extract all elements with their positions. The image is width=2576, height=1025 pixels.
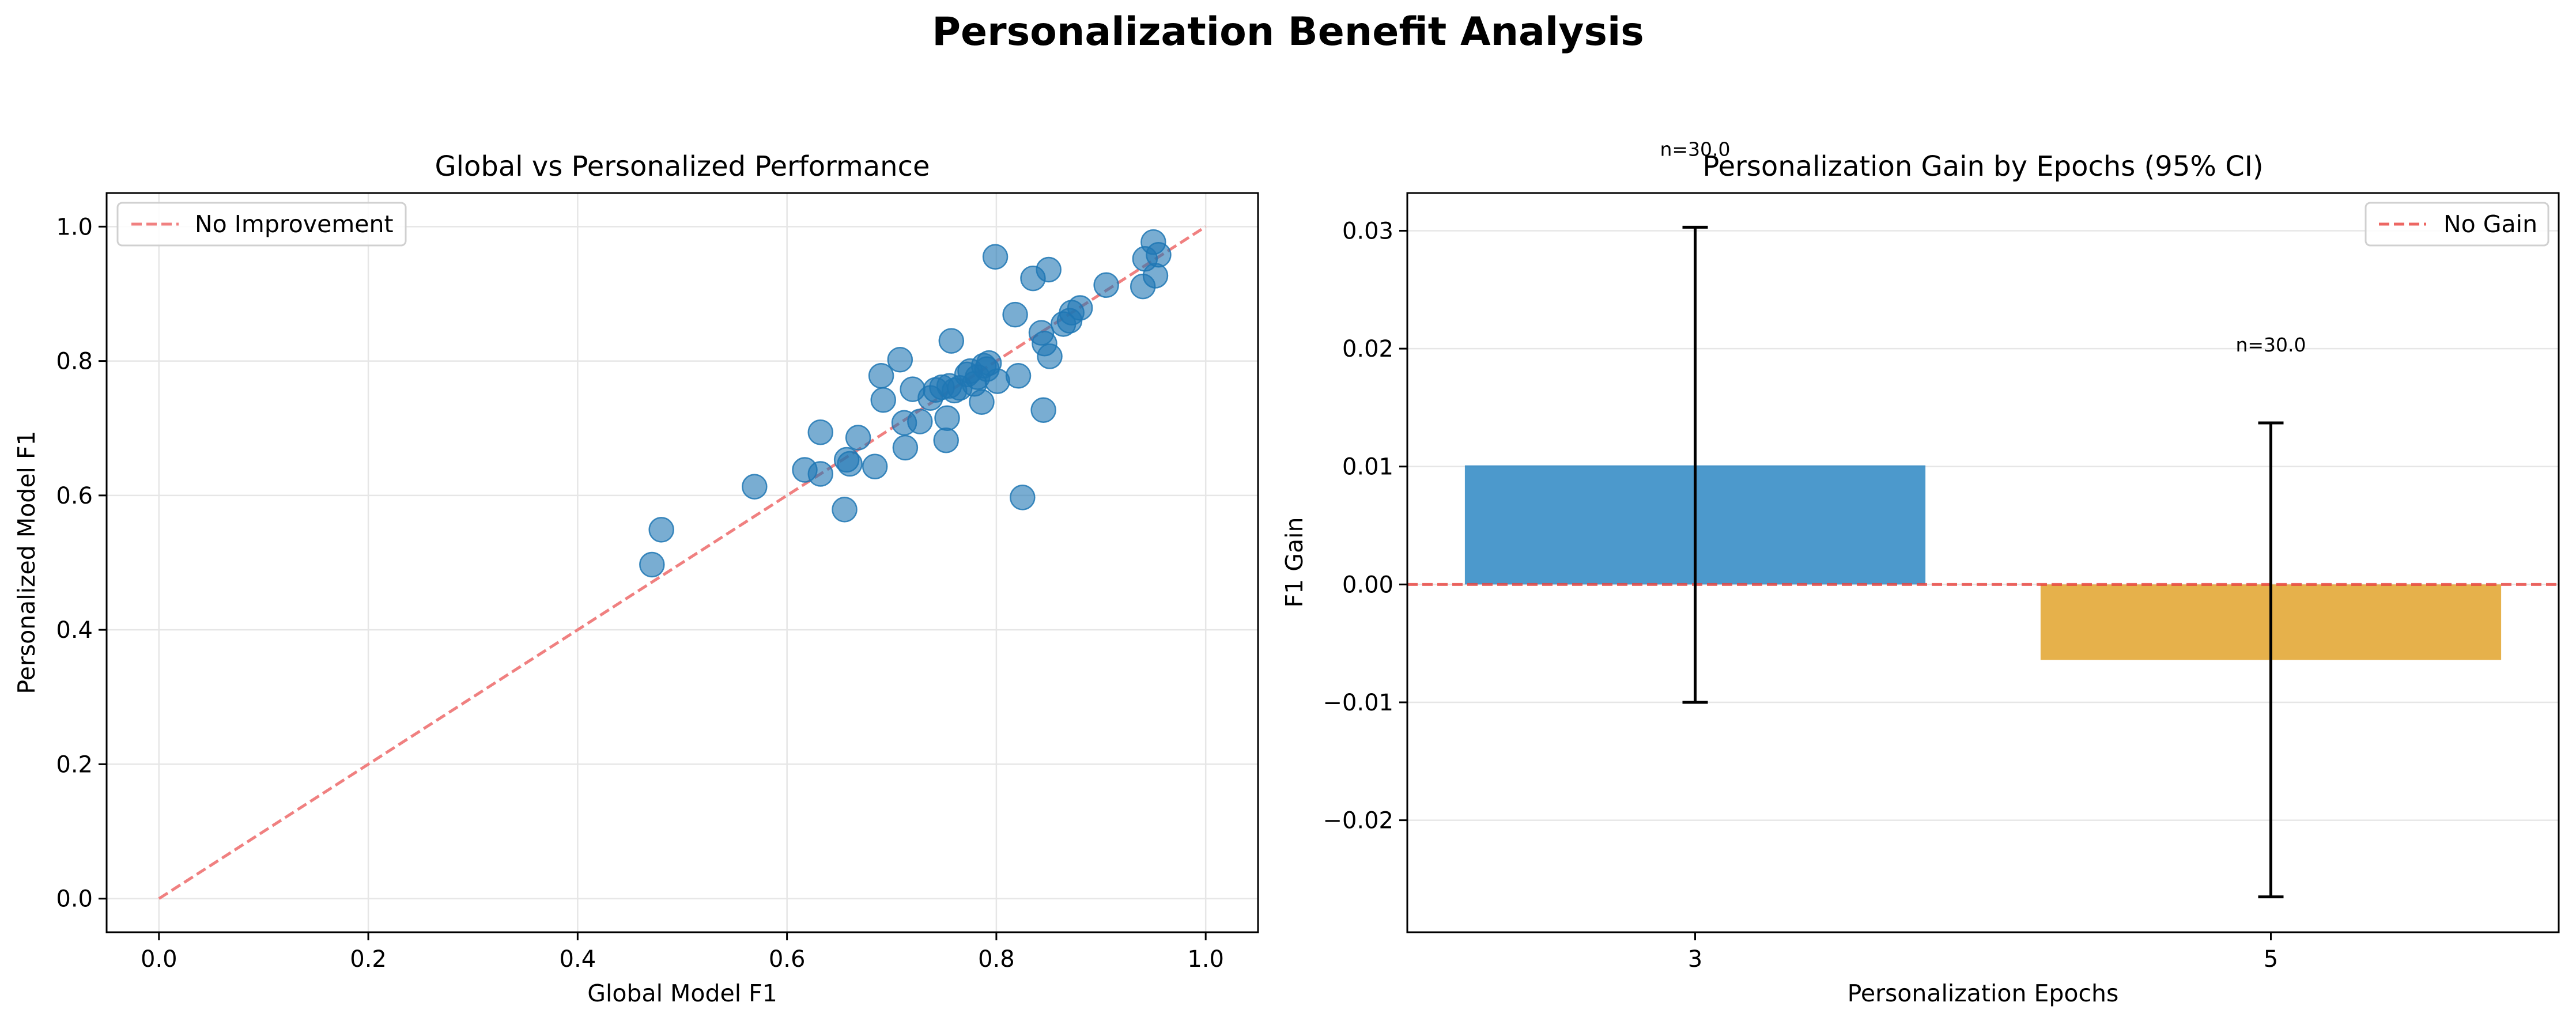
x-tick-label: 1.0 [1187,946,1224,973]
scatter-x-ticks: 0.0 0.2 0.4 0.6 0.8 1.0 [141,932,1224,973]
scatter-point [862,453,888,479]
x-tick-label: 0.4 [560,946,596,973]
bar-axes-frame [1406,192,2560,933]
scatter-point [1093,272,1119,298]
bars [1464,465,2502,660]
scatter-point [868,363,894,389]
scatter-legend: No Improvement [116,202,407,247]
y-tick-label: 0.6 [56,483,93,509]
y-tick-label: 1.0 [56,214,93,240]
scatter-point [742,474,768,500]
bar-title: Personalization Gain by Epochs (95% CI) [1702,150,2263,183]
scatter-point [984,368,1010,394]
scatter-points [639,229,1172,578]
y-tick-label: 0.00 [1342,572,1393,598]
bar-legend: No Gain [2365,202,2549,247]
scatter-point [982,244,1009,270]
y-tick-label: 0.2 [56,751,93,778]
y-tick-label: 0.4 [56,617,93,644]
scatter-point [845,425,871,451]
scatter-legend-label: No Improvement [195,210,394,238]
figure-title: Personalization Benefit Analysis [932,9,1644,55]
scatter-point [1002,301,1028,328]
scatter-point [807,461,834,487]
scatter-x-label: Global Model F1 [587,979,777,1007]
scatter-point [1067,295,1093,321]
y-tick-label: −0.01 [1323,690,1393,716]
scatter-axes-frame [105,192,1259,933]
x-tick-label: 0.8 [978,946,1015,973]
bar-legend-label: No Gain [2443,210,2537,238]
scatter-point [1037,343,1063,369]
scatter-legend-box [116,202,407,247]
y-tick-label: −0.02 [1323,808,1393,834]
bar-x-label: Personalization Epochs [1848,979,2119,1007]
scatter-title: Global vs Personalized Performance [435,150,930,183]
scatter-point [1036,256,1062,283]
scatter-point [892,434,919,461]
scatter-panel: 0.0 0.2 0.4 0.6 0.8 1.0 0.0 0.2 0.4 0.6 0.8 1.0 Gl… [13,150,1259,1007]
y-tick-label: 0.0 [56,886,93,913]
y-tick-label: 0.8 [56,349,93,375]
scatter-point [639,551,665,578]
bar-legend-box [2365,202,2549,247]
scatter-point [870,387,896,413]
sample-size-annotation: n=30.0 [2235,334,2306,356]
bar-annotations: n=30.0 n=30.0 [1660,138,2306,356]
x-tick-label: 3 [1688,946,1702,973]
scatter-point [832,497,858,523]
x-tick-label: 0.6 [769,946,806,973]
scatter-point [887,347,913,373]
bar-y-label: F1 Gain [1281,517,1308,608]
scatter-point [1146,242,1172,268]
scatter-point [933,427,959,453]
sample-size-annotation: n=30.0 [1660,138,1730,160]
scatter-y-ticks: 0.0 0.2 0.4 0.6 0.8 1.0 [56,214,107,913]
x-tick-label: 0.0 [141,946,177,973]
x-tick-label: 5 [2264,946,2278,973]
scatter-point [837,451,863,477]
scatter-point [1005,363,1032,389]
error-bars [1682,225,2284,899]
y-tick-label: 0.03 [1342,218,1393,244]
scatter-point [969,389,995,415]
scatter-point [1030,397,1056,423]
scatter-point [907,409,933,434]
scatter-point [938,328,965,354]
scatter-point [648,517,674,543]
y-tick-label: 0.02 [1342,336,1393,362]
scatter-point [807,419,834,445]
x-tick-label: 0.2 [350,946,387,973]
y-tick-label: 0.01 [1342,454,1393,481]
scatter-point [934,405,960,431]
bar-y-ticks: −0.02 −0.01 0.00 0.01 0.02 0.03 [1323,218,1407,834]
scatter-point [1010,485,1036,510]
scatter-y-label: Personalized Model F1 [13,430,40,694]
